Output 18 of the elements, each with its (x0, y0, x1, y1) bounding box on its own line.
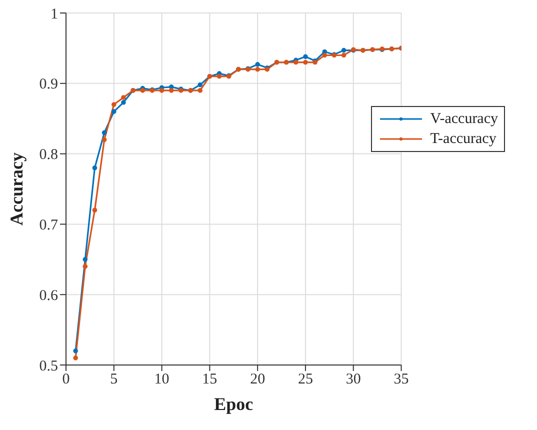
x-tick-label: 10 (154, 372, 170, 388)
y-tick-label: 1 (50, 6, 58, 22)
y-axis-title: Accuracy (6, 152, 26, 226)
y-tick-label: 0.8 (39, 147, 58, 164)
y-tick-label: 0.9 (39, 76, 58, 93)
x-tick-label: 5 (110, 372, 118, 388)
x-tick-label: 15 (202, 372, 218, 388)
x-tick-label: 25 (298, 372, 313, 388)
x-tick-label: 0 (62, 372, 70, 388)
legend-label: V-accuracy (430, 110, 498, 129)
x-axis-title: Epoc (214, 394, 254, 414)
x-tick-label: 35 (394, 372, 409, 388)
x-tick-label: 30 (346, 372, 361, 388)
y-tick-label: 0.5 (39, 358, 58, 374)
y-tick-label: 0.7 (39, 218, 58, 234)
legend-label: T-accuracy (430, 130, 496, 149)
y-tick-label: 0.6 (39, 288, 58, 304)
x-tick-label: 20 (250, 372, 266, 388)
